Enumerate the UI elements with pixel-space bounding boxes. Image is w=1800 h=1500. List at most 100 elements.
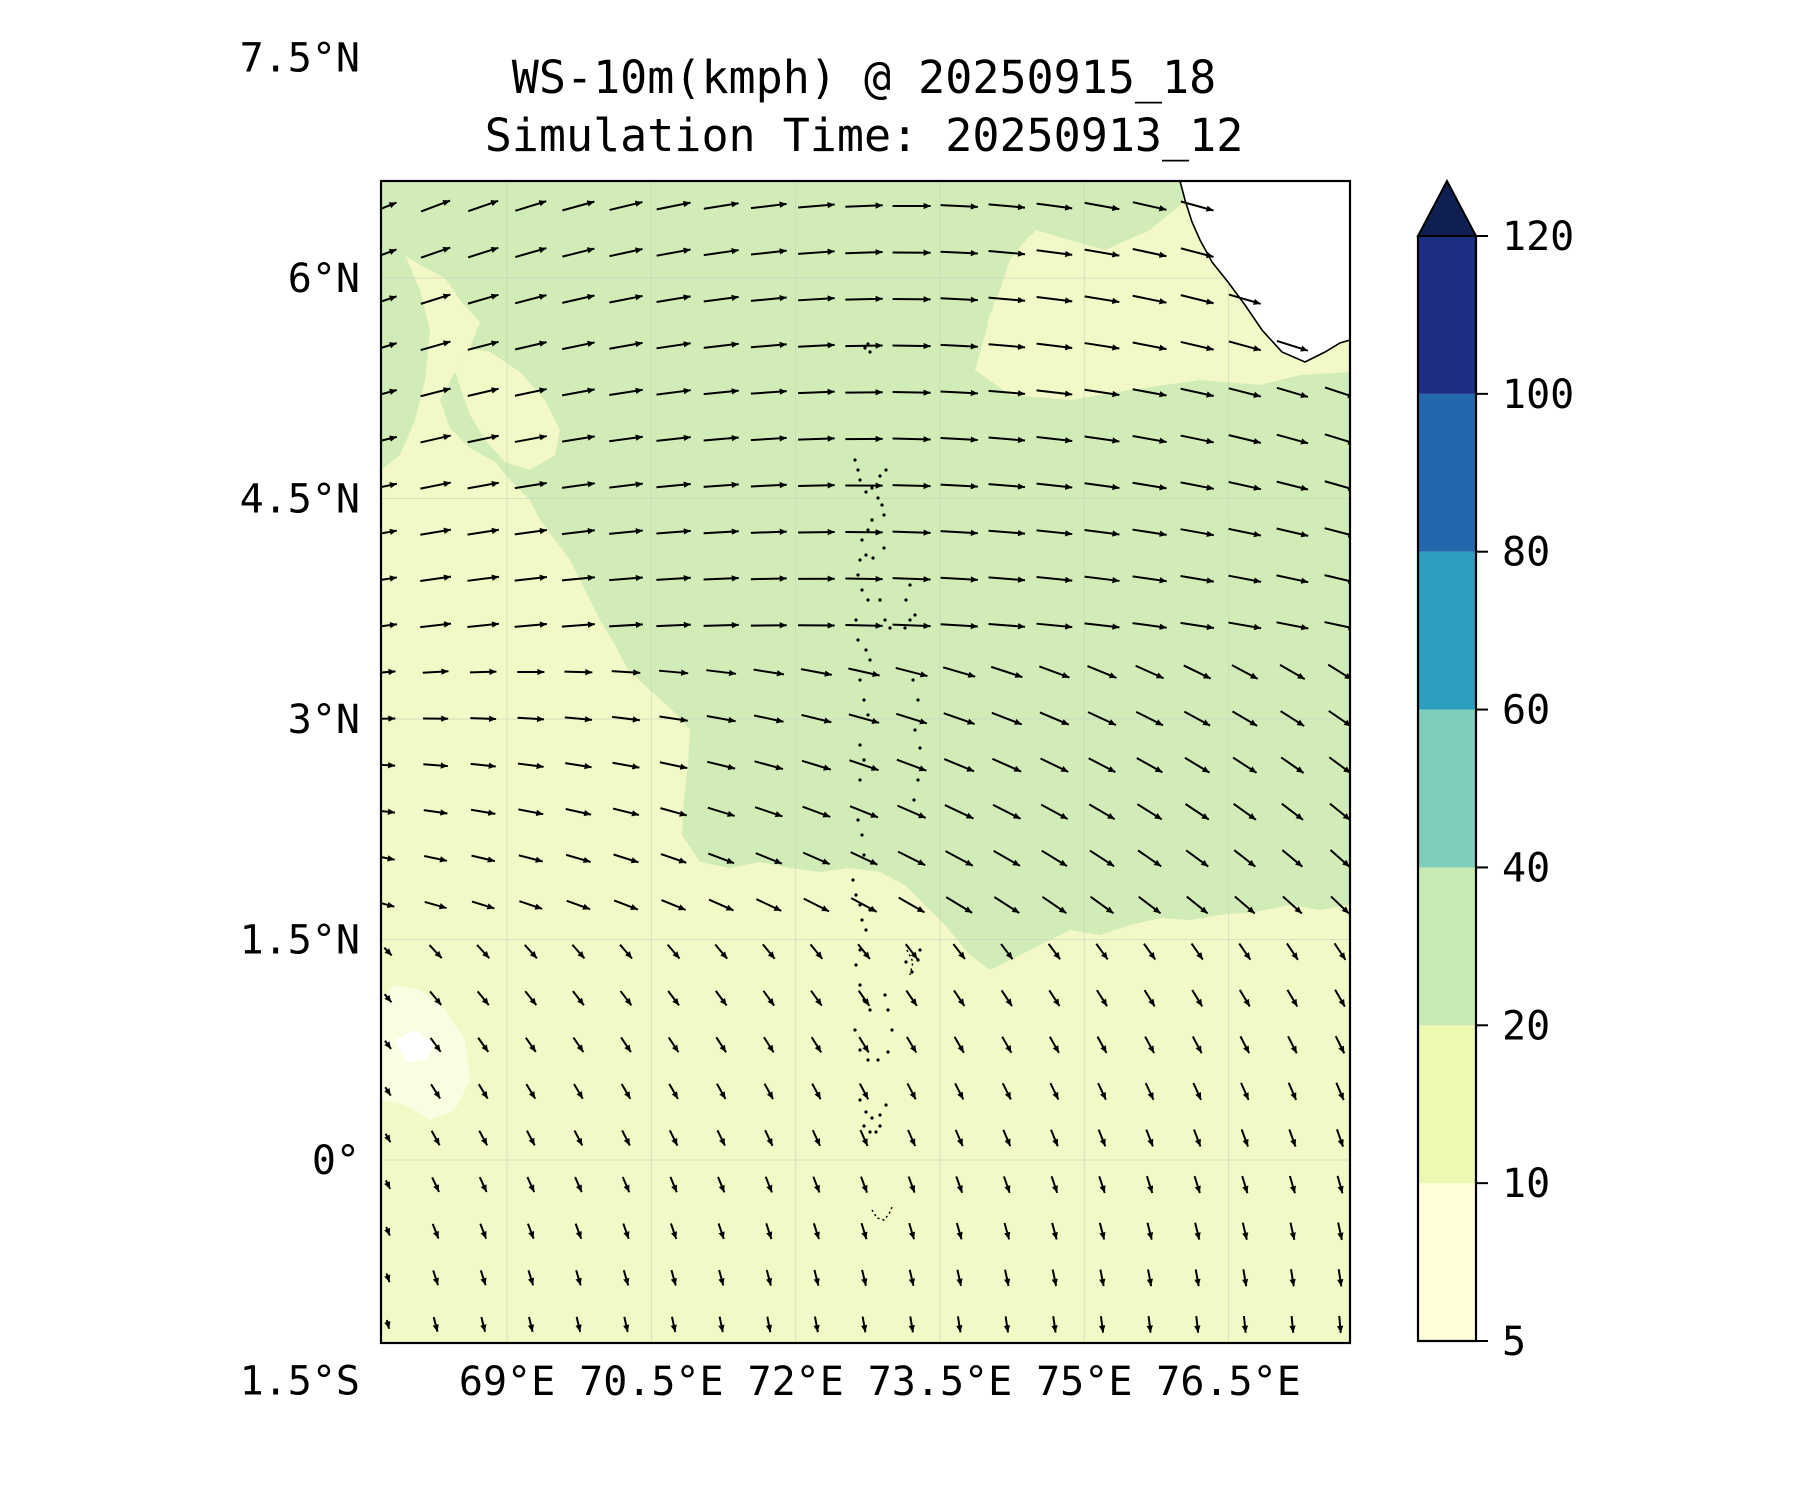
wind-vector-arrow [1145,1175,1154,1194]
wind-vector-arrow [381,855,395,862]
wind-vector-arrow [1228,434,1262,445]
colorbar-extend-arrow [1416,178,1478,237]
wind-vector-arrow [1036,202,1073,211]
colorbar-tick-label: 80 [1502,530,1550,576]
wind-vector-arrow [514,574,548,582]
wind-vector-arrow [849,805,879,819]
wind-vector-arrow [896,758,927,772]
wind-vector-arrow [1279,663,1306,681]
wind-vector-arrow [514,481,547,490]
wind-vector-arrow [477,1083,489,1100]
wind-vector-arrow [860,1222,868,1240]
island-dot [874,1130,878,1134]
wind-vector-arrow [703,201,739,210]
wind-vector-arrow [762,943,776,960]
wind-vector-arrow [562,247,595,258]
wind-speed-patch [985,235,1120,378]
island-dot [854,618,858,622]
wind-vector-arrow [1193,1175,1201,1194]
wind-vector-arrow [907,1129,917,1147]
wind-vector-arrow [707,852,735,865]
colorbar-tick-label: 120 [1502,214,1574,260]
wind-vector-arrow [1233,803,1257,821]
wind-vector-arrow [561,481,595,489]
wind-vector-arrow [658,669,689,676]
wind-vector-arrow [1239,1035,1251,1054]
wind-vector-arrow [661,899,687,911]
island-dot [858,1098,862,1102]
wind-vector-arrow [750,295,787,302]
island-dot [918,948,922,952]
wind-vector-arrow [798,575,835,582]
wind-vector-arrow [666,943,681,960]
wind-vector-arrow [1228,387,1262,398]
wind-vector-arrow [1003,1269,1011,1287]
latitude-tick-label: 1.5°S [240,1359,360,1405]
wind-vector-arrow [420,387,451,398]
wind-vector-arrow [1132,247,1167,258]
wind-vector-arrow [763,1036,775,1053]
wind-vector-arrow [845,575,883,583]
wind-vector-arrow [898,896,925,914]
wind-vector-arrow [1039,665,1070,679]
wind-vector-arrow [1036,435,1073,444]
wind-vector-arrow [1192,1082,1202,1101]
wind-vector-arrow [1276,386,1309,399]
wind-vector-arrow [476,990,490,1006]
wind-vector-arrow [906,1082,917,1100]
wind-vector-arrow [716,1129,726,1147]
colorbar-segment [1418,1025,1476,1184]
wind-vector-arrow [574,1176,583,1193]
wind-vector-arrow [940,296,978,303]
wind-vector-arrow [1280,710,1305,727]
wind-vector-arrow [1241,1222,1249,1240]
island-dot [884,468,888,472]
island-dot [856,573,860,577]
wind-vector-arrow [765,1316,773,1333]
wind-vector-arrow [810,1036,823,1053]
wind-vector-arrow [431,1176,440,1193]
longitude-tick-label: 75°E [1036,1359,1132,1405]
wind-vector-arrow [945,850,974,867]
wind-vector-arrow [1180,434,1214,445]
wind-vector-arrow [1184,756,1211,774]
wind-vector-arrow [798,295,835,302]
wind-vector-arrow [612,715,640,723]
wind-vector-arrow [750,575,787,582]
wind-vector-arrow [476,944,491,959]
wind-vector-arrow [798,622,835,629]
wind-vector-arrow [518,854,543,863]
wind-vector-arrow [477,1037,490,1053]
wind-vector-arrow [1084,388,1120,398]
wind-vector-arrow [623,1316,630,1333]
island-dot [864,928,868,932]
wind-vector-arrow [384,1133,392,1143]
wind-vector-arrow [1180,621,1215,631]
wind-vector-arrow [1194,1315,1201,1333]
wind-vector-arrow [956,1316,963,1333]
wind-vector-arrow [845,622,883,629]
wind-vector-arrow [1276,574,1309,584]
wind-vector-arrow [1329,802,1350,821]
wind-vector-arrow [562,200,595,212]
wind-vector-arrow [861,1269,868,1286]
island-dot [916,698,920,702]
wind-vector-arrow [424,900,447,910]
wind-vector-arrow [572,1036,585,1053]
wind-vector-arrow [611,669,641,676]
wind-vector-arrow [811,1083,822,1100]
colorbar-segment [1418,393,1476,552]
wind-vector-arrow [906,1036,918,1054]
wind-vector-arrow [714,943,728,960]
colorbar-tick-label: 5 [1502,1319,1526,1365]
wind-vector-arrow [943,758,975,773]
wind-vector-arrow [420,434,451,444]
wind-vector-arrow [707,760,736,771]
latitude-tick-label: 3°N [288,697,360,743]
wind-vector-arrow [479,1270,487,1286]
island-dot [860,588,864,592]
wind-vector-arrow [755,898,782,912]
wind-vector-arrow [897,804,927,819]
colorbar-tick-label: 100 [1502,372,1574,418]
wind-vector-arrow [561,621,595,628]
